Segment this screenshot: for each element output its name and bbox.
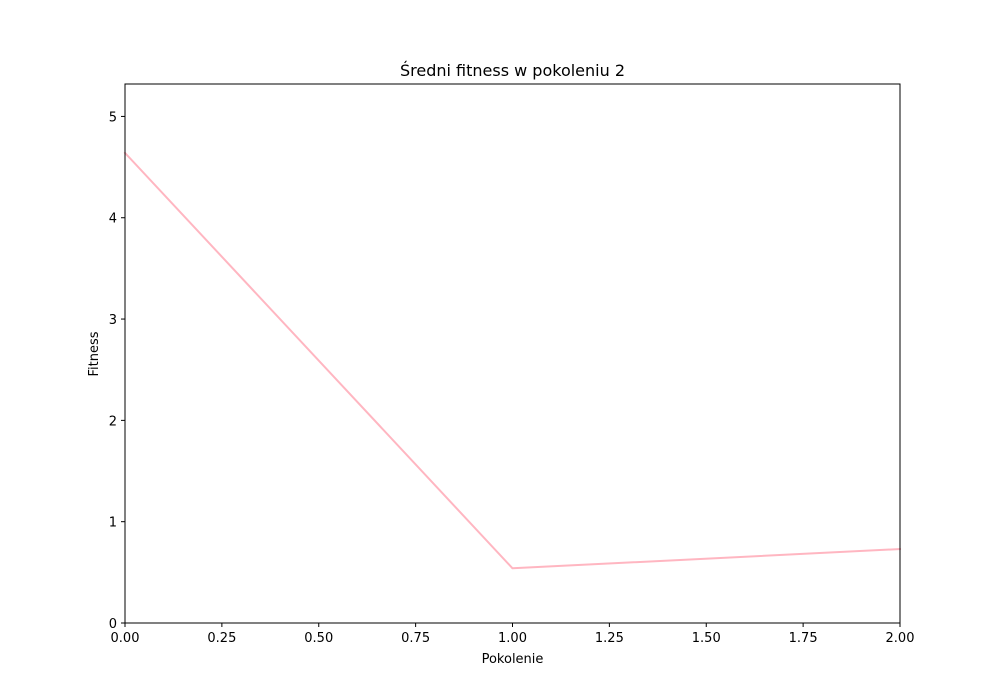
x-tick-label: 0.75 bbox=[401, 631, 430, 646]
plot-frame bbox=[124, 83, 901, 624]
x-tick-label: 1.00 bbox=[498, 631, 527, 646]
series-line-0 bbox=[123, 151, 902, 570]
x-tick-label: 1.50 bbox=[692, 631, 721, 646]
y-tick-label: 5 bbox=[109, 110, 117, 125]
y-axis-label: Fitness bbox=[87, 331, 102, 376]
x-axis-label: Pokolenie bbox=[482, 652, 544, 667]
x-tick-label: 0.25 bbox=[207, 631, 236, 646]
y-tick-label: 2 bbox=[109, 414, 117, 429]
x-tick-label: 1.75 bbox=[789, 631, 818, 646]
x-tick-label: 0.00 bbox=[111, 631, 140, 646]
x-tick-label: 2.00 bbox=[886, 631, 915, 646]
plot-area: 0.00 0.25 0.50 0.75 1.00 1.25 1.50 1.75 2.00 0 1 2 3… bbox=[109, 83, 915, 646]
x-tick-label: 0.50 bbox=[304, 631, 333, 646]
y-tick-label: 1 bbox=[109, 516, 117, 531]
y-tick-label: 3 bbox=[109, 313, 117, 328]
y-tick-label: 0 bbox=[109, 617, 117, 632]
y-tick-label: 4 bbox=[109, 212, 117, 227]
chart-title: Średni fitness w pokoleniu 2 bbox=[400, 61, 625, 80]
x-tick-label: 1.25 bbox=[595, 631, 624, 646]
